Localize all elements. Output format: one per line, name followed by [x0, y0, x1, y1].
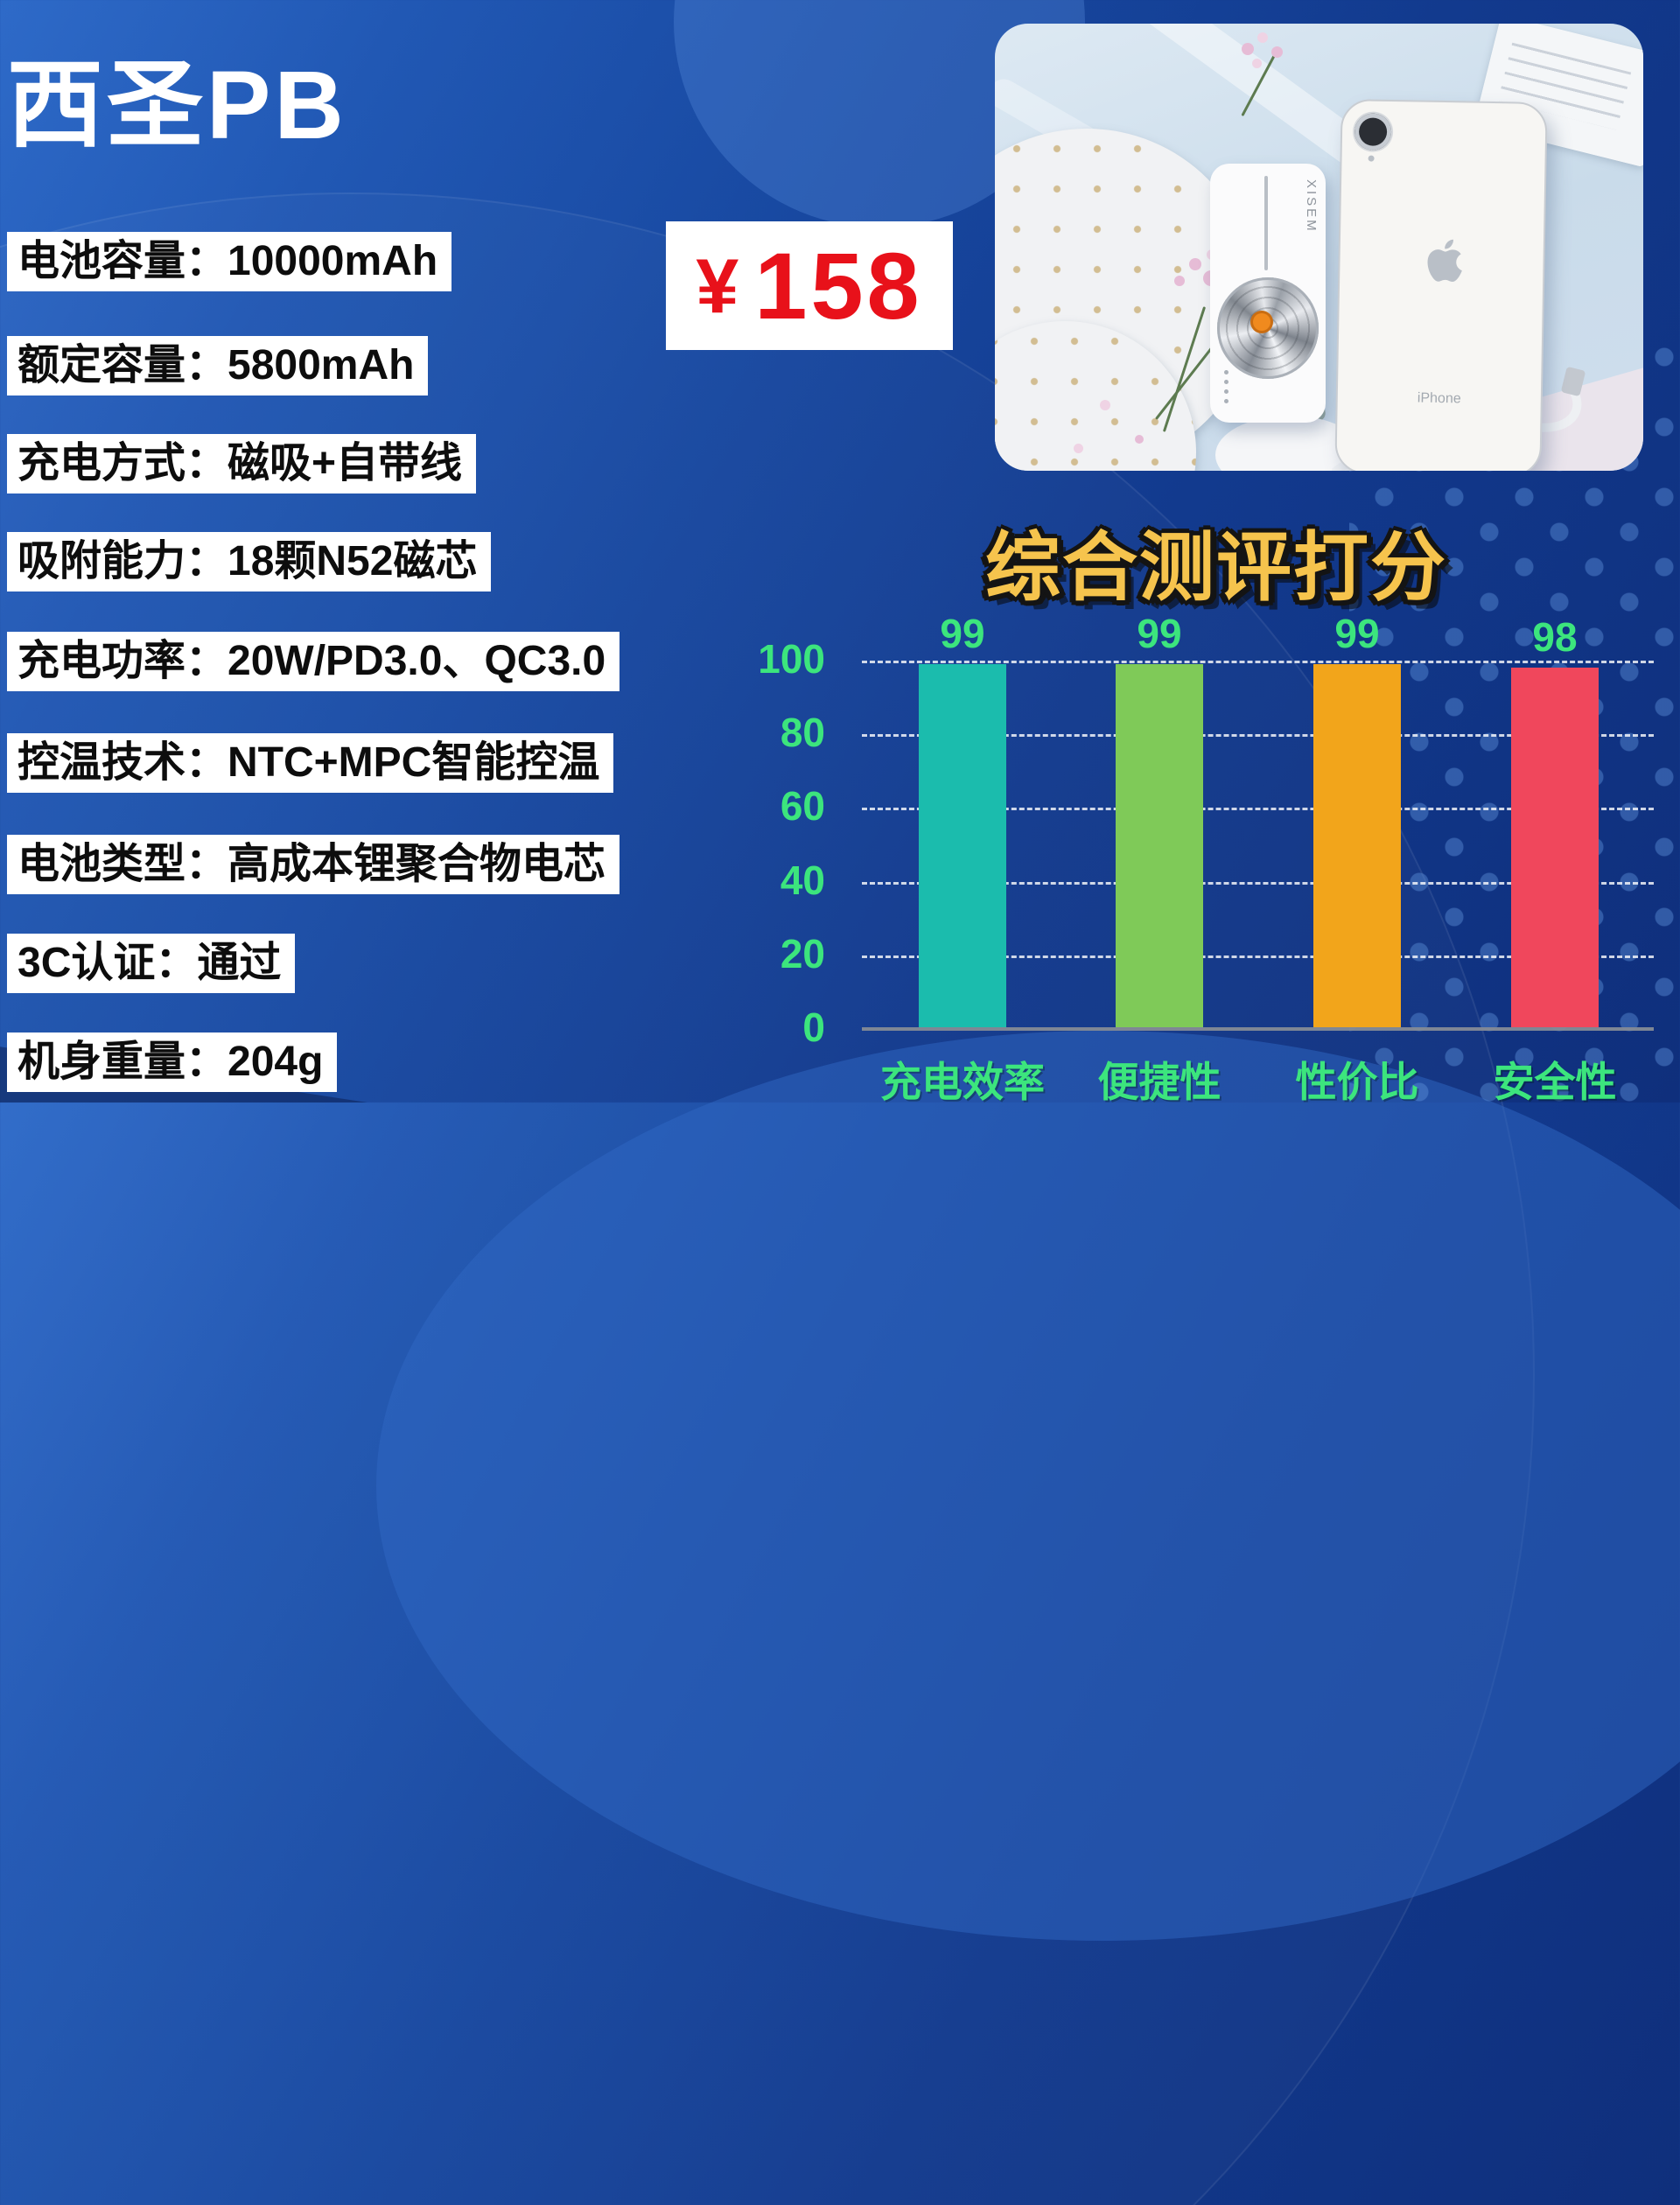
y-tick-label: 0 — [802, 1004, 825, 1050]
bar — [1116, 664, 1203, 1027]
spec-row: 控温技术：NTC+MPC智能控温 — [7, 733, 614, 793]
spec-row: 电池容量：10000mAh — [7, 232, 452, 291]
apple-logo-icon — [1427, 239, 1462, 282]
product-photo: XISEM iPhone — [995, 24, 1643, 471]
bar-value-label: 99 — [1137, 611, 1182, 657]
product-title: 西圣PB — [7, 52, 347, 159]
y-tick-label: 40 — [780, 857, 825, 903]
gridline — [862, 881, 1654, 885]
gridline — [862, 808, 1654, 811]
spec-row: 充电功率：20W/PD3.0、QC3.0 — [7, 632, 620, 691]
spec-row: 机身重量：204g — [7, 1032, 338, 1092]
iphone-image: iPhone — [1334, 98, 1548, 471]
photo-petal — [1074, 444, 1083, 453]
photo-flower — [1271, 46, 1283, 58]
price-tag: ¥ 158 — [666, 221, 953, 350]
powerbank-brand-text: XISEM — [1304, 179, 1319, 234]
powerbank-image: XISEM — [1210, 164, 1326, 423]
y-tick-label: 20 — [780, 930, 825, 976]
powerbank-button — [1253, 313, 1270, 331]
spec-row: 充电方式：磁吸+自带线 — [7, 434, 477, 494]
x-axis-line — [862, 1027, 1654, 1031]
iphone-flash — [1368, 155, 1375, 162]
photo-petal — [1135, 435, 1144, 444]
bar — [1511, 668, 1599, 1027]
y-tick-label: 80 — [780, 710, 825, 756]
x-axis-label: 性价比 — [1295, 1059, 1419, 1105]
y-tick-label: 60 — [780, 783, 825, 830]
price-amount: 158 — [754, 233, 923, 339]
powerbank-slot — [1264, 176, 1268, 270]
chart-title: 综合测评打分 — [985, 526, 1447, 610]
powerbank-disc — [1217, 277, 1319, 379]
x-axis-label: 安全性 — [1493, 1059, 1617, 1105]
x-axis-label: 充电效率 — [880, 1059, 1045, 1105]
photo-flower — [1252, 59, 1262, 68]
x-axis-label: 便捷性 — [1097, 1059, 1222, 1105]
powerbank-led — [1224, 370, 1228, 374]
bar — [919, 664, 1006, 1027]
bar-value-label: 99 — [1334, 611, 1380, 657]
photo-flower — [1242, 43, 1254, 55]
gridline — [862, 734, 1654, 738]
spec-row: 3C认证：通过 — [7, 934, 296, 993]
spec-row: 额定容量：5800mAh — [7, 336, 429, 396]
gridline — [862, 955, 1654, 958]
spec-row: 电池类型：高成本锂聚合物电芯 — [7, 835, 620, 894]
bar — [1313, 664, 1401, 1027]
powerbank-led — [1224, 399, 1228, 403]
photo-flower — [1257, 32, 1268, 43]
gridline — [862, 661, 1654, 663]
iphone-camera — [1354, 113, 1392, 150]
currency-symbol: ¥ — [696, 242, 739, 329]
iphone-label-text: iPhone — [1417, 390, 1461, 407]
y-tick-label: 100 — [758, 636, 825, 682]
photo-flower — [1174, 276, 1185, 286]
powerbank-led — [1224, 389, 1228, 394]
photo-petal — [1100, 400, 1110, 410]
spec-row: 吸附能力：18颗N52磁芯 — [7, 532, 492, 592]
bar-value-label: 98 — [1532, 614, 1578, 661]
bar-value-label: 99 — [940, 611, 985, 657]
powerbank-led — [1224, 380, 1228, 384]
photo-flower — [1189, 258, 1201, 270]
